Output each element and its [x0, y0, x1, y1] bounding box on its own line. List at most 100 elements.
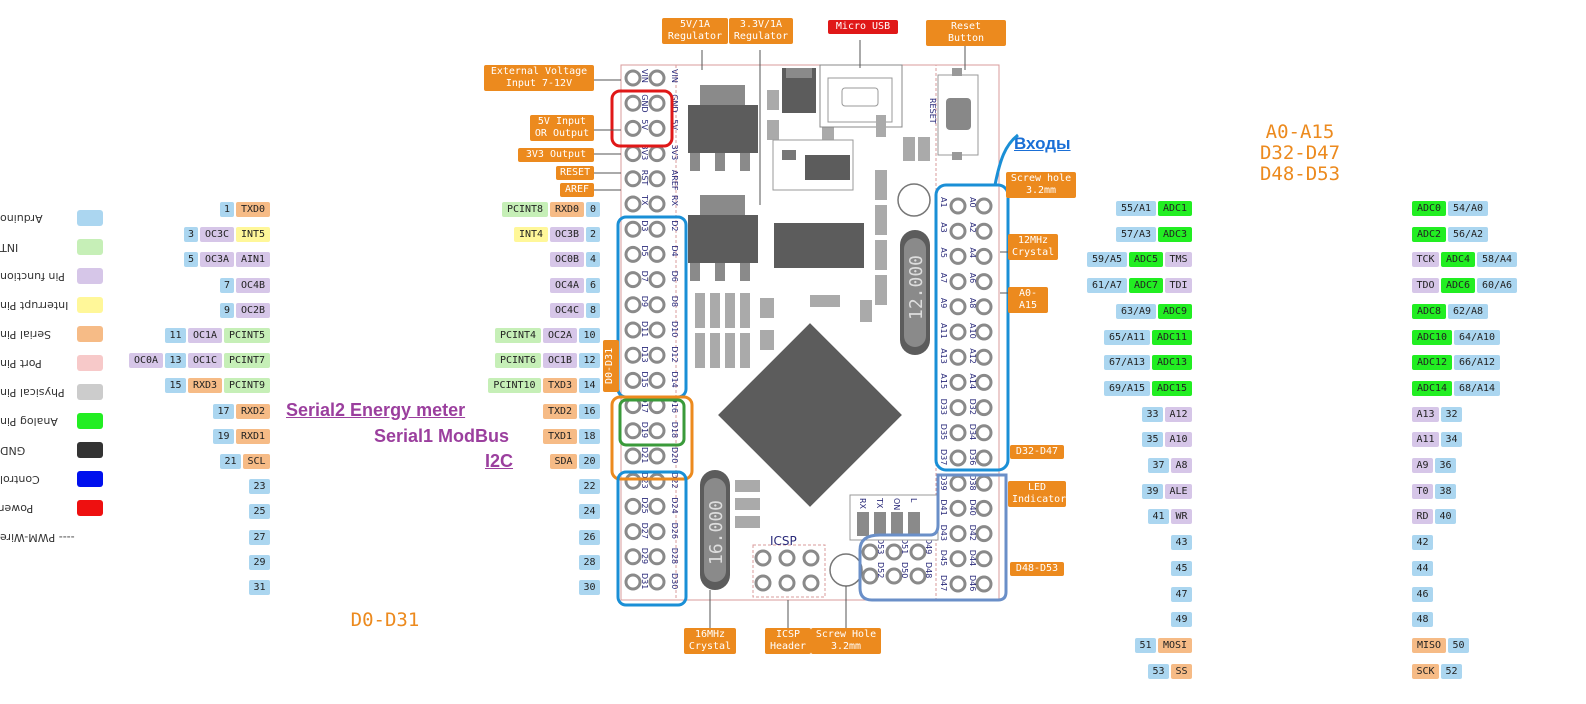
pin-label: T0 — [1412, 483, 1433, 499]
pin-label: 15 — [165, 378, 186, 394]
pin-silk-label: D13 — [640, 346, 649, 362]
callout-d48-d53: D48-D53 — [1010, 562, 1064, 576]
pin-label: WR — [1171, 509, 1192, 525]
pin-silk-label: RST — [640, 170, 649, 186]
header-pin — [975, 525, 993, 543]
pin-silk-label: VIN — [670, 69, 679, 83]
pin-label: OC2B — [236, 302, 270, 318]
pin-label: ADC4 — [1441, 252, 1475, 268]
pin-label: ALE — [1165, 483, 1192, 499]
pin-silk-label: D26 — [670, 523, 679, 539]
pin-label: ADC15 — [1152, 380, 1192, 396]
pin-label: OC3C — [200, 227, 234, 243]
header-pin — [648, 548, 666, 566]
header-pin — [648, 94, 666, 112]
header-pin — [624, 94, 642, 112]
header-pin — [975, 298, 993, 316]
header-pin — [949, 575, 967, 593]
pin-label: 29 — [249, 554, 270, 570]
header-pin — [975, 474, 993, 492]
i2c-note: I2C — [485, 451, 514, 471]
screw-hole-bottom — [829, 553, 863, 587]
pin-label: 49 — [1171, 612, 1192, 628]
header-pin — [975, 323, 993, 341]
pin-label: 24 — [579, 504, 600, 520]
callout-micro-usb: Micro USB — [828, 20, 898, 34]
pin-silk-label: A11 — [939, 323, 948, 339]
pin-label: INT5 — [236, 227, 270, 243]
pin-label: 5 — [184, 252, 198, 268]
legend-label: ---- PWM-Wire — [0, 531, 75, 544]
pin-label: 63/A9 — [1116, 303, 1156, 319]
pin-silk-label: 3V3 — [670, 145, 679, 161]
board-diagram: VIN VIN GND GND 5V 5V 3V3 3V3 RST AREF TX RX D3 D2 D5 D… — [594, 40, 1019, 628]
pin-label: OC1A — [188, 328, 222, 343]
pin-label: 41 — [1148, 509, 1169, 525]
legend-swatch — [77, 297, 103, 313]
callout-d0-d31-vertical: D0-D31 — [603, 340, 619, 392]
pin-silk-label: VIN — [640, 69, 649, 83]
pin-label: ADC5 — [1129, 252, 1163, 268]
header-pin — [975, 575, 993, 593]
pin-silk-label: A15 — [939, 373, 948, 389]
pin-label: OC4C — [550, 302, 584, 318]
pin-label: OC1C — [188, 353, 222, 369]
legend-swatch — [77, 355, 103, 371]
pin-silk-label: D10 — [670, 321, 679, 337]
pin-label: ADC13 — [1152, 355, 1192, 371]
header-pin — [648, 195, 666, 213]
pin-silk-label: D8 — [670, 296, 679, 307]
callout-aref: AREF — [560, 183, 594, 197]
header-pin — [975, 424, 993, 442]
header-pin — [648, 245, 666, 263]
pin-label: TXD2 — [543, 403, 577, 419]
pin-silk-label: GND — [640, 94, 649, 112]
header-pin — [949, 197, 967, 215]
pin-label: PCINT5 — [224, 328, 270, 343]
legend-item-int: INT — [0, 239, 150, 257]
pin-silk-label: D40 — [968, 499, 977, 515]
pin-label: MISO — [1412, 637, 1446, 653]
pin-silk-label: D44 — [968, 550, 977, 566]
pin-silk-label: D41 — [939, 499, 948, 515]
legend-item-pwm-wire: ---- PWM-Wire — [0, 529, 110, 547]
pin-label: ADC3 — [1158, 226, 1192, 242]
header-pin — [949, 474, 967, 492]
pin-label: A11 — [1412, 432, 1439, 448]
header-pin — [624, 296, 642, 314]
legend-label: Analog Pin — [0, 415, 58, 428]
pin-label: SCL — [243, 454, 270, 469]
pin-label: TMS — [1165, 252, 1192, 268]
pin-label: 3 — [184, 227, 198, 243]
pin-silk-label: D2 — [670, 220, 679, 231]
header-pin — [624, 523, 642, 541]
pin-label: ADC6 — [1441, 278, 1475, 294]
header-pin — [624, 472, 642, 490]
callout-crystal-12mhz: 12MHz Crystal — [1008, 234, 1058, 260]
header-pin — [624, 245, 642, 263]
legend-item-analog-pin: Analog Pin — [0, 413, 150, 431]
legend-label: Serial Pin — [0, 328, 52, 341]
legend-swatch — [77, 413, 103, 429]
header-pin — [648, 296, 666, 314]
pin-label: 4 — [586, 252, 600, 268]
pin-label: ADC1 — [1158, 201, 1192, 216]
header-pin — [624, 69, 642, 87]
pin-label: RXD0 — [550, 202, 584, 217]
mcu-chip — [718, 323, 902, 507]
pin-label: RXD1 — [236, 428, 270, 444]
header-pin — [648, 220, 666, 238]
left-group-title: D0-D31 — [350, 609, 420, 631]
header-pin — [975, 247, 993, 265]
header-pin — [624, 573, 642, 591]
pin-label: TXD1 — [543, 428, 577, 444]
red-highlight-5v — [610, 89, 674, 148]
pin-label: 50 — [1448, 637, 1469, 653]
header-pin — [949, 449, 967, 467]
pin-silk-label: D36 — [968, 449, 977, 465]
pin-label: 46 — [1412, 586, 1433, 602]
pin-silk-label: D17 — [640, 397, 649, 413]
pin-label: INT4 — [514, 227, 548, 243]
pin-silk-label: A12 — [968, 348, 977, 364]
header-pin — [885, 567, 903, 585]
